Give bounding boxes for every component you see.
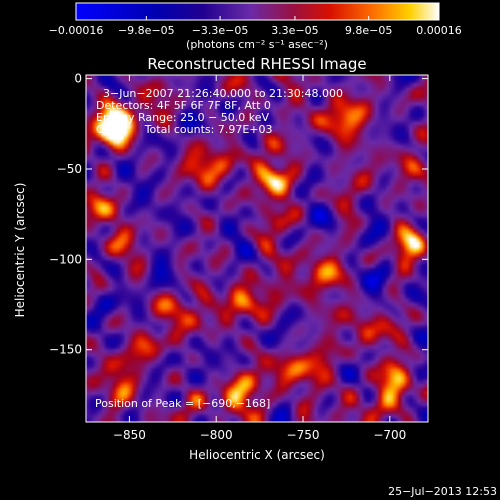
colorbar-ticks: −0.00016 −9.8e−05 −3.3e−05 3.3e−05 9.8e−05 0.… xyxy=(49,16,462,37)
colorbar-tick-label: 3.3e−05 xyxy=(271,24,318,37)
annotation-peak: Position of Peak = [−690,−168] xyxy=(95,397,270,410)
chart-title: Reconstructed RHESSI Image xyxy=(147,55,366,73)
x-tick-label: −700 xyxy=(373,428,406,442)
annotation-detectors: Detectors: 4F 5F 6F 7F 8F, Att 0 xyxy=(96,99,271,112)
colorbar-tick-label: −3.3e−05 xyxy=(192,24,249,37)
colorbar xyxy=(75,2,440,21)
colorbar-tick-label: −0.00016 xyxy=(49,24,104,37)
y-tick-label: −50 xyxy=(57,162,82,176)
colorbar-tick-label: 0.00016 xyxy=(416,24,462,37)
y-tick-label: −100 xyxy=(49,252,82,266)
x-tick-label: −800 xyxy=(200,428,233,442)
y-axis-label: Heliocentric Y (arcsec) xyxy=(13,183,27,318)
colorbar-unit-label: (photons cm⁻² s⁻¹ asec⁻²) xyxy=(186,38,328,51)
x-axis-label: Heliocentric X (arcsec) xyxy=(189,448,325,462)
annotation-time-range: 3−Jun−2007 21:26:40.000 to 21:30:48.000 xyxy=(103,87,343,100)
annotation-clean: Clean Total counts: 7.97E+03 xyxy=(96,123,273,136)
axis-ticks: −850 −800 −750 −700 0 −50 −100 −150 xyxy=(49,72,428,442)
y-tick-label: 0 xyxy=(74,72,82,86)
heatmap-image xyxy=(86,75,428,422)
x-tick-label: −750 xyxy=(287,428,320,442)
annotation-energy: Energy Range: 25.0 − 50.0 keV xyxy=(96,111,270,124)
annotations: 3−Jun−2007 21:26:40.000 to 21:30:48.000 … xyxy=(95,87,343,410)
x-tick-label: −850 xyxy=(113,428,146,442)
footer-timestamp: 25−Jul−2013 12:53 xyxy=(388,485,497,498)
y-tick-label: −150 xyxy=(49,343,82,357)
colorbar-tick-label: −9.8e−05 xyxy=(118,24,175,37)
colorbar-tick-label: 9.8e−05 xyxy=(345,24,392,37)
plot-area xyxy=(85,74,429,423)
